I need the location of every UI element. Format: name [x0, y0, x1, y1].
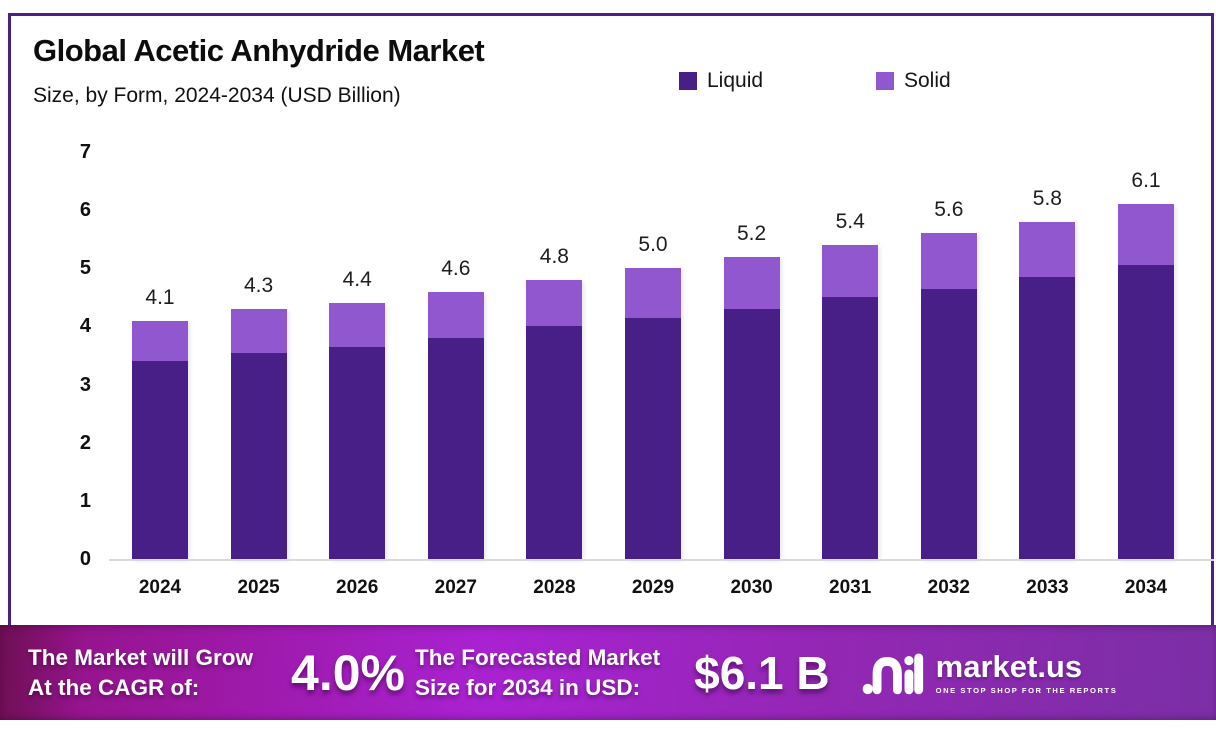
bar-value-2030: 5.2	[736, 221, 767, 245]
bar-value-2031: 5.4	[835, 210, 865, 234]
bar-segment-solid-2026	[329, 303, 386, 347]
bar-2024	[132, 320, 188, 559]
bar-2027	[427, 291, 484, 559]
forecast-value: $6.1 B	[694, 646, 830, 699]
bar-segment-solid-2024	[132, 320, 188, 362]
bar-2034	[1118, 204, 1174, 559]
brand-logo: market.us ONE STOP SHOP FOR THE REPORTS	[862, 648, 1118, 698]
bar-2031	[822, 245, 879, 559]
y-tick-3: 3	[79, 373, 91, 396]
bar-segment-liquid-2034	[1118, 265, 1174, 559]
bar-segment-liquid-2033	[1019, 277, 1076, 559]
bar-segment-liquid-2024	[132, 361, 188, 559]
x-tick-2031: 2031	[829, 577, 872, 598]
x-tick-2032: 2032	[927, 577, 970, 598]
legend-swatch-solid-icon	[876, 72, 894, 90]
x-tick-2028: 2028	[533, 577, 576, 598]
bar-2028	[526, 279, 583, 559]
page-title: Global Acetic Anhydride Market	[33, 33, 485, 68]
x-tick-2025: 2025	[237, 577, 280, 598]
bar-segment-solid-2031	[822, 245, 879, 298]
y-tick-0: 0	[79, 548, 91, 570]
legend-item-liquid: Liquid	[679, 69, 763, 93]
bar-segment-solid-2028	[526, 279, 583, 327]
bar-2026	[329, 303, 386, 559]
bar-segment-solid-2027	[427, 291, 484, 338]
bar-value-2026: 4.4	[342, 268, 372, 292]
bar-value-2025: 4.3	[243, 274, 274, 297]
bar-segment-solid-2034	[1118, 204, 1174, 266]
x-axis: 2024 2025 2026 2027 2028 2029 2030 2031 2032 2033…	[111, 577, 1201, 607]
legend-swatch-liquid-icon	[679, 72, 697, 90]
bar-value-2028: 4.8	[539, 244, 569, 268]
x-tick-2033: 2033	[1026, 577, 1069, 598]
x-tick-2027: 2027	[434, 577, 477, 598]
y-tick-6: 6	[79, 199, 91, 222]
bar-segment-liquid-2030	[723, 309, 780, 559]
bar-segment-liquid-2027	[427, 338, 484, 559]
bar-segment-solid-2032	[920, 233, 977, 289]
bar-segment-liquid-2029	[625, 317, 681, 559]
bar-segment-liquid-2026	[329, 346, 386, 559]
bar-2032	[920, 233, 977, 559]
y-tick-1: 1	[79, 489, 91, 512]
bar-value-2033: 5.8	[1032, 186, 1062, 210]
y-tick-5: 5	[79, 257, 91, 280]
brand-tagline: ONE STOP SHOP FOR THE REPORTS	[935, 685, 1118, 695]
bar-value-2032: 5.6	[934, 198, 964, 222]
legend-item-solid: Solid	[876, 69, 951, 93]
bar-segment-solid-2030	[723, 256, 780, 309]
legend-label-liquid: Liquid	[707, 69, 764, 92]
bar-2029	[625, 268, 681, 559]
x-axis-line	[109, 559, 1214, 561]
cagr-label: The Market will Grow At the CAGR of:	[28, 644, 254, 700]
bar-segment-liquid-2025	[230, 352, 287, 559]
chart-card: Global Acetic Anhydride Market Size, by …	[8, 13, 1214, 653]
bar-segment-solid-2025	[230, 309, 287, 353]
brand-text: market.us ONE STOP SHOP FOR THE REPORTS	[936, 651, 1118, 695]
plot-area: 4.1 4.3 4.4 4.6 4.8 5.0 5.2 5.4 5.6 5.8 6.1	[111, 152, 1201, 559]
bar-segment-liquid-2028	[526, 326, 583, 559]
market-us-logo-icon	[862, 653, 923, 694]
bar-2025	[230, 309, 287, 559]
bottom-banner: The Market will Grow At the CAGR of: 4.0…	[0, 625, 1216, 720]
bar-value-2034: 6.1	[1131, 169, 1161, 193]
bar-value-2027: 4.6	[441, 256, 471, 280]
bar-2033	[1019, 221, 1076, 559]
bar-segment-liquid-2031	[822, 297, 879, 559]
y-tick-7: 7	[79, 141, 91, 163]
bar-value-2024: 4.1	[145, 285, 175, 309]
bar-segment-solid-2029	[625, 268, 681, 318]
page-subtitle: Size, by Form, 2024-2034 (USD Billion)	[33, 84, 401, 107]
y-tick-2: 2	[79, 431, 91, 454]
bar-segment-liquid-2032	[920, 288, 977, 559]
brand-name: market.us	[935, 648, 1083, 684]
x-tick-2026: 2026	[336, 577, 379, 598]
x-tick-2029: 2029	[631, 577, 675, 598]
forecast-label: The Forecasted Market Size for 2034 in U…	[415, 644, 661, 700]
y-axis: 0 1 2 3 4 5 6 7	[51, 142, 91, 569]
x-tick-2030: 2030	[730, 577, 773, 598]
bar-value-2029: 5.0	[638, 233, 668, 257]
bar-2030	[723, 256, 780, 559]
x-tick-2024: 2024	[138, 577, 182, 598]
cagr-value: 4.0%	[291, 644, 406, 701]
y-tick-4: 4	[79, 315, 91, 338]
legend-label-solid: Solid	[904, 69, 951, 92]
x-tick-2034: 2034	[1124, 577, 1168, 598]
bar-segment-solid-2033	[1019, 221, 1076, 277]
